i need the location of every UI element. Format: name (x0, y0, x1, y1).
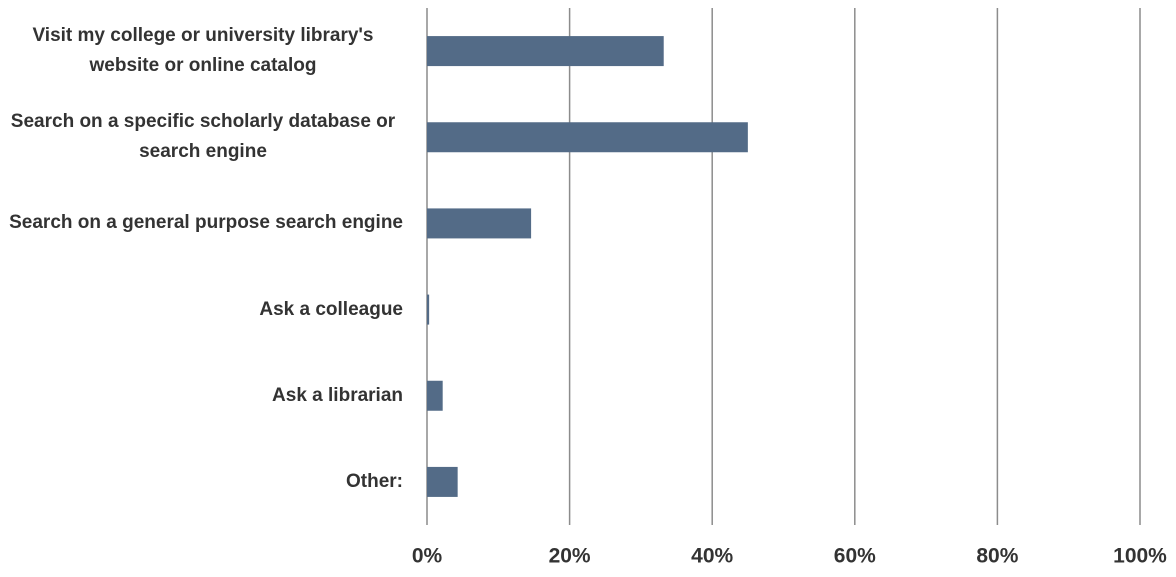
bar (427, 208, 532, 239)
y-tick-label: Other: (346, 470, 403, 492)
bar (427, 466, 458, 497)
bar (427, 380, 443, 411)
y-tick-label: Ask a colleague (259, 298, 403, 320)
y-tick-label: Search on a specific scholarly database … (10, 111, 396, 163)
bar (427, 294, 430, 325)
x-tick-label: 0% (412, 545, 443, 568)
category-label-box: Search on a specific scholarly database … (3, 107, 403, 167)
y-tick-label: Ask a librarian (272, 384, 403, 406)
category-label-box: Visit my college or university library's… (3, 21, 403, 81)
y-tick-label: Visit my college or university library's… (32, 25, 374, 77)
category-label-box: Search on a general purpose search engin… (3, 208, 403, 238)
category-label-box: Ask a colleague (3, 295, 403, 325)
bar (427, 122, 748, 153)
category-label-box: Ask a librarian (3, 381, 403, 411)
category-label-box: Other: (3, 467, 403, 497)
y-tick-label: Search on a general purpose search engin… (9, 212, 403, 234)
x-tick-label: 40% (691, 545, 733, 568)
x-tick-label: 20% (549, 545, 591, 568)
x-tick-label: 80% (976, 545, 1018, 568)
bar (427, 36, 664, 67)
x-tick-label: 100% (1113, 545, 1167, 568)
x-tick-label: 60% (834, 545, 876, 568)
